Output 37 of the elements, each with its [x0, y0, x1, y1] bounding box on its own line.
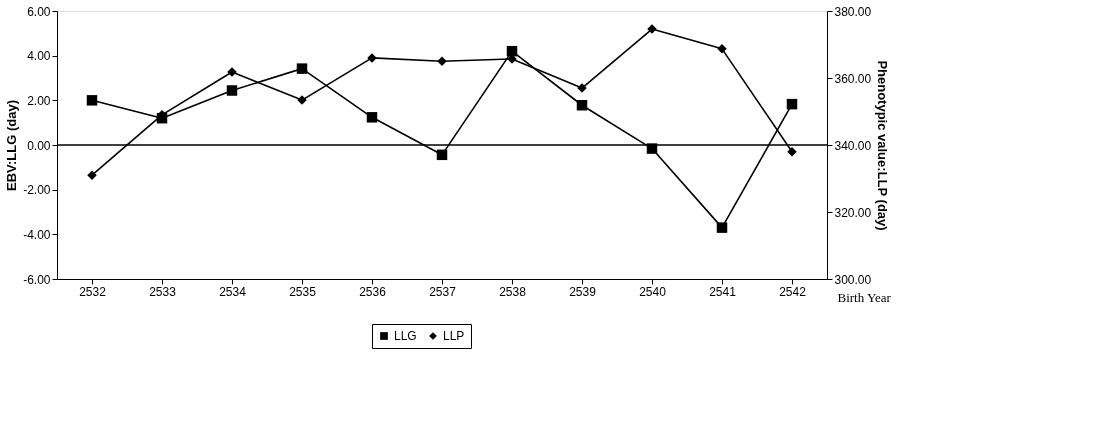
- point: [86, 95, 98, 106]
- point: [576, 100, 588, 111]
- y-tick-label: -6.00: [23, 272, 51, 287]
- y2-axis-title: Phenotypic value:LLP (day): [875, 60, 891, 231]
- x-tick-label: 2536: [359, 284, 387, 299]
- x-tick-label: 2538: [499, 284, 527, 299]
- point: [296, 63, 308, 74]
- x-tick-label: 2535: [289, 284, 317, 299]
- y-tick-label: -2.00: [23, 183, 51, 198]
- x-tick-label: 2533: [149, 284, 177, 299]
- y2-tick-label: 340.00: [834, 138, 872, 153]
- point: [226, 85, 238, 96]
- y2-tick-label: 320.00: [834, 205, 872, 220]
- x-tick-label: 2542: [779, 284, 807, 299]
- x-tick-label: 2541: [709, 284, 737, 299]
- x-axis-title: Birth Year: [837, 289, 892, 305]
- y-tick-label: 6.00: [27, 4, 51, 19]
- x-tick-label: 2537: [429, 284, 457, 299]
- legend-label: LLG: [394, 329, 417, 343]
- x-tick-label: 2539: [569, 284, 597, 299]
- point: [366, 112, 378, 123]
- y2-tick-label: 360.00: [834, 71, 872, 86]
- y-tick-label: -4.00: [23, 227, 51, 242]
- y2-tick-label: 380.00: [834, 4, 872, 19]
- point: [786, 98, 798, 110]
- y-tick-label: 0.00: [27, 138, 51, 153]
- x-tick-label: 2532: [79, 284, 107, 299]
- x-tick-label: 2534: [219, 284, 247, 299]
- y-axis-title: EBV:LLG (day): [4, 99, 20, 192]
- point: [716, 222, 728, 233]
- point: [787, 146, 797, 157]
- y-tick-label: 2.00: [27, 93, 51, 108]
- y2-tick-label: 300.00: [834, 272, 872, 287]
- legend-label: LLP: [443, 329, 465, 343]
- point: [436, 149, 448, 161]
- x-tick-label: 2540: [639, 284, 667, 299]
- y-tick-label: 4.00: [27, 49, 51, 64]
